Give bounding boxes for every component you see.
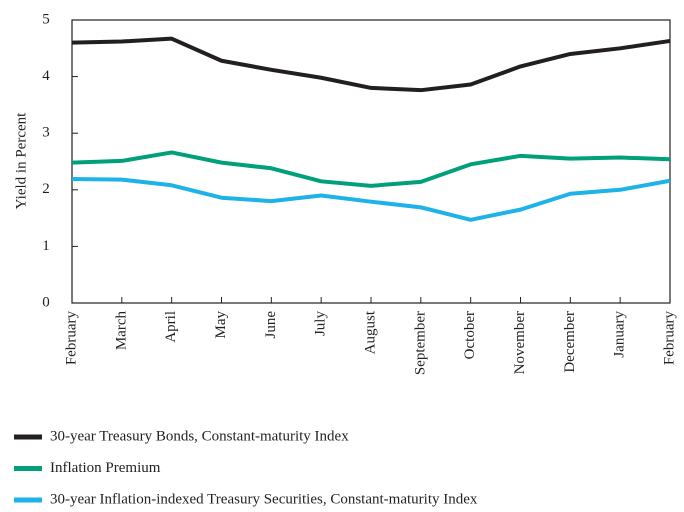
- y-tick-label: 1: [42, 238, 50, 254]
- x-tick-label: March: [113, 311, 129, 351]
- x-tick-label: October: [462, 311, 478, 359]
- y-tick-label: 2: [42, 181, 50, 197]
- x-tick-label: December: [562, 311, 578, 373]
- x-tick-label: November: [512, 311, 528, 374]
- y-tick-label: 4: [42, 68, 50, 84]
- x-tick-label: July: [313, 311, 329, 337]
- x-tick-label: June: [263, 311, 279, 339]
- y-tick-label: 0: [42, 294, 50, 310]
- series-line: [71, 177, 671, 222]
- plot-frame: [71, 19, 671, 304]
- x-tick-label: February: [661, 311, 677, 366]
- x-tick-label: April: [163, 311, 179, 343]
- y-tick-label: 3: [42, 125, 50, 141]
- series-line: [71, 150, 671, 188]
- x-tick-label: August: [362, 310, 378, 354]
- legend-label: 30-year Treasury Bonds, Constant-maturit…: [50, 428, 349, 444]
- x-tick-label: May: [213, 311, 229, 339]
- legend-label: 30-year Inflation-indexed Treasury Secur…: [50, 491, 478, 507]
- legend-label: Inflation Premium: [50, 460, 161, 476]
- x-tick-label: January: [612, 311, 628, 358]
- x-tick-label: September: [412, 311, 428, 375]
- series-line: [71, 36, 671, 93]
- y-axis-label: Yield in Percent: [13, 112, 29, 209]
- x-tick-label: February: [63, 311, 79, 366]
- y-tick-label: 5: [42, 11, 50, 27]
